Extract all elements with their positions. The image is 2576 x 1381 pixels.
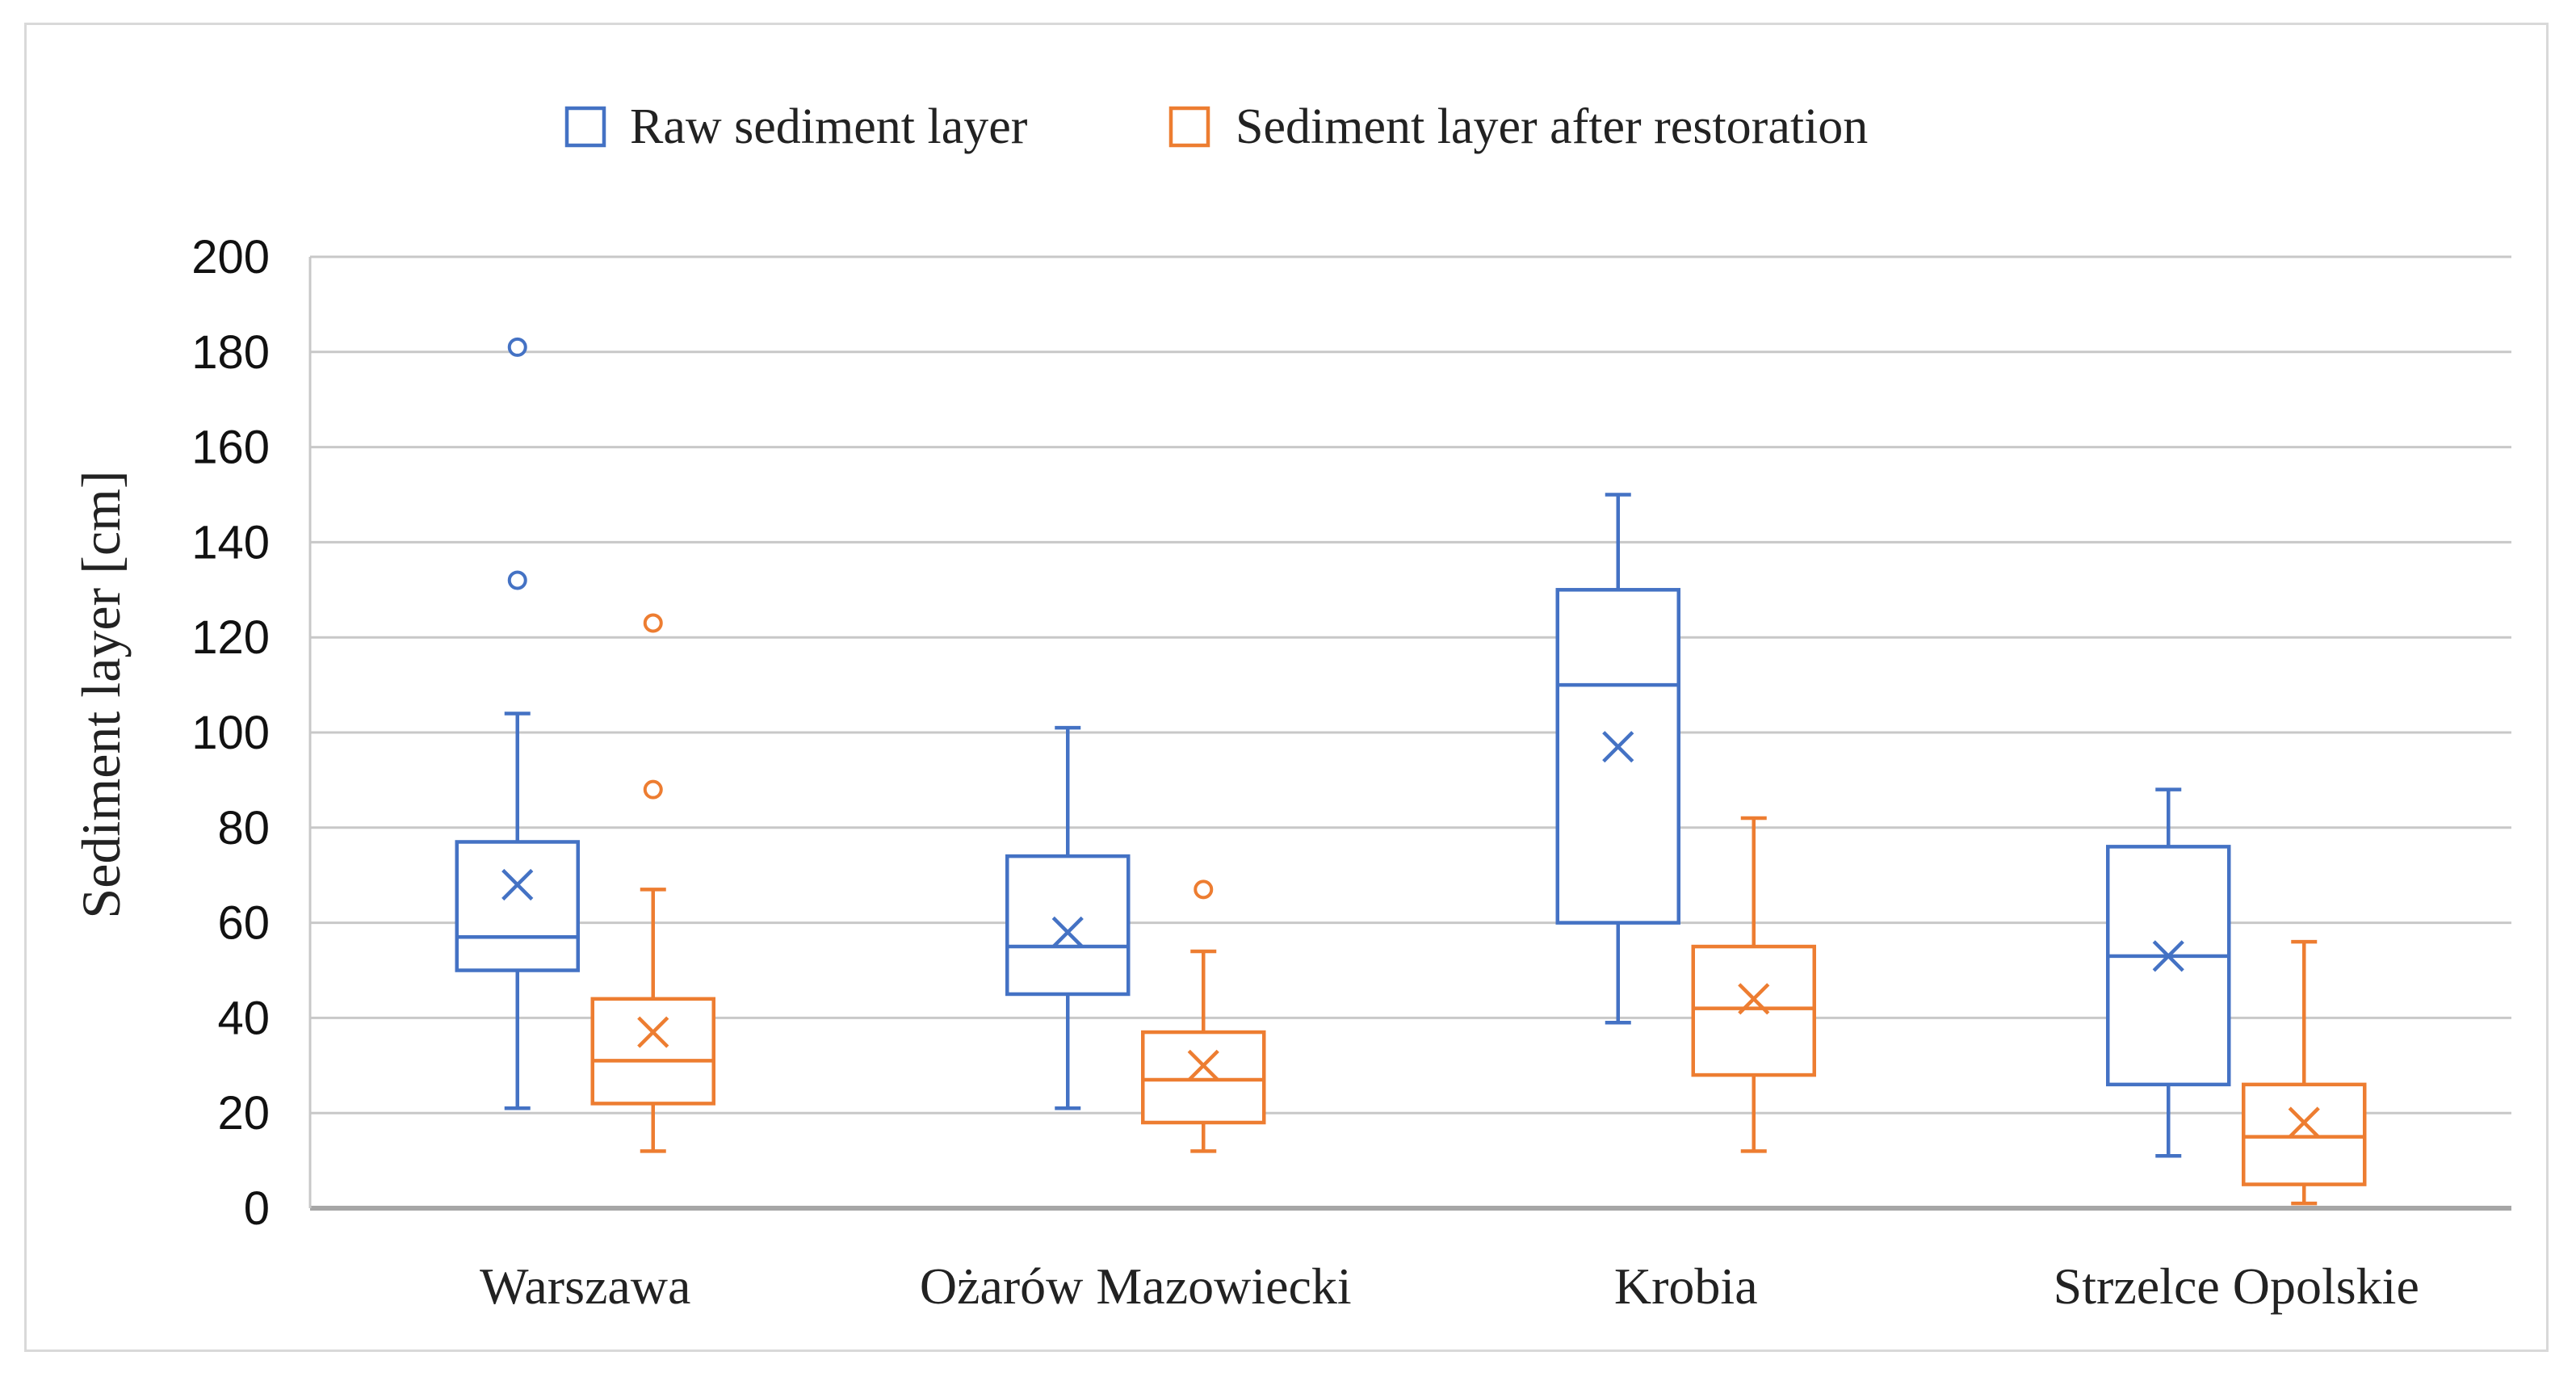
iqr-box: [2242, 1082, 2367, 1186]
mean-marker: [637, 1016, 669, 1048]
y-tick-label: 0: [244, 1182, 270, 1235]
box-raw: [1555, 493, 1680, 1025]
box-raw: [1005, 725, 1131, 1110]
box-restored: [1141, 879, 1266, 1153]
box-series: [455, 337, 2367, 1206]
y-tick-label: 180: [191, 326, 270, 379]
mean-marker: [1738, 983, 1770, 1015]
legend: Raw sediment layer Sediment layer after r…: [564, 99, 1868, 154]
box-restored: [590, 613, 715, 1153]
y-tick-label: 80: [217, 802, 270, 854]
iqr-box: [1691, 944, 1816, 1077]
outlier-point: [643, 613, 663, 633]
category-label: Warszawa: [480, 1257, 690, 1315]
iqr-box: [1141, 1030, 1266, 1125]
mean-marker: [2152, 940, 2184, 972]
box-raw: [455, 337, 580, 1110]
box-restored: [2242, 939, 2367, 1206]
iqr-box: [590, 997, 715, 1106]
category-label: Krobia: [1614, 1257, 1758, 1315]
y-axis-label: Sediment layer [cm]: [70, 470, 132, 918]
legend-swatch: [564, 106, 606, 148]
mean-marker: [2288, 1106, 2320, 1139]
y-tick-label: 120: [191, 611, 270, 664]
y-tick-label: 60: [217, 897, 270, 950]
outlier-point: [507, 337, 527, 357]
legend-label: Sediment layer after restoration: [1236, 99, 1868, 154]
y-tick-label: 200: [191, 231, 270, 283]
mean-marker: [1602, 731, 1634, 763]
chart-frame: [24, 23, 2549, 1352]
category-label: Strzelce Opolskie: [2054, 1257, 2419, 1315]
outlier-point: [1194, 879, 1214, 900]
y-tick-label: 20: [217, 1087, 270, 1140]
mean-marker: [501, 868, 534, 901]
iqr-box: [1555, 588, 1680, 925]
category-labels: Warszawa Ożarów Mazowiecki Krobia Strzelce …: [480, 1257, 2419, 1315]
outlier-point: [507, 570, 527, 590]
box-restored: [1691, 816, 1816, 1153]
legend-swatch: [1168, 106, 1210, 148]
y-tick-label: 100: [191, 707, 270, 759]
iqr-box: [1005, 854, 1131, 997]
legend-label: Raw sediment layer: [630, 99, 1028, 154]
grid-lines: [308, 255, 2511, 1211]
y-tick-labels: 0 20 40 60 80 100 120 140 160 180 200: [191, 231, 270, 1235]
category-label: Ożarów Mazowiecki: [920, 1257, 1352, 1315]
y-tick-label: 140: [191, 516, 270, 569]
box-raw: [2106, 787, 2231, 1158]
mean-marker: [1187, 1049, 1219, 1081]
y-tick-label: 160: [191, 422, 270, 474]
iqr-box: [455, 840, 580, 972]
outlier-point: [643, 779, 663, 800]
mean-marker: [1051, 916, 1084, 948]
iqr-box: [2106, 845, 2231, 1087]
y-tick-label: 40: [217, 992, 270, 1044]
